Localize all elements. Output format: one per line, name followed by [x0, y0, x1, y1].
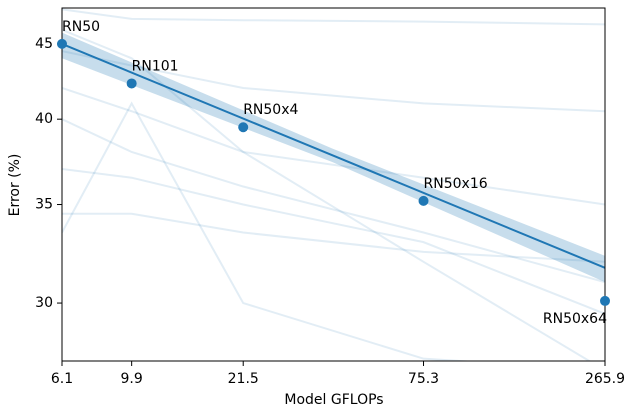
fit-line — [62, 42, 605, 269]
x-tick-label: 6.1 — [51, 371, 73, 387]
background-line — [62, 28, 592, 361]
point — [238, 122, 249, 133]
point — [600, 295, 610, 306]
x-tick-label: 21.5 — [228, 371, 259, 387]
point — [418, 195, 429, 206]
plot-frame — [61, 7, 606, 362]
confidence-band — [62, 32, 605, 283]
point-label: RN101 — [132, 58, 179, 74]
point-label: RN50x4 — [243, 102, 298, 118]
y-tick-label: 40 — [35, 111, 53, 127]
y-axis-label: Error (%) — [7, 154, 23, 217]
x-tick-label: 265.9 — [585, 371, 625, 387]
plot-area — [62, 8, 605, 361]
background-line — [62, 8, 605, 26]
point-label: RN50 — [62, 19, 100, 35]
x-tick-label: 75.3 — [408, 371, 439, 387]
background-line — [62, 87, 605, 206]
y-tick-label: 45 — [35, 36, 53, 52]
x-tick-label: 9.9 — [121, 371, 143, 387]
background-line — [62, 101, 476, 361]
y-tick-label: 30 — [35, 295, 53, 311]
background-line — [62, 50, 605, 113]
background-line — [62, 168, 605, 315]
point — [57, 38, 67, 49]
x-axis-label: Model GFLOPs — [284, 392, 383, 408]
background-line — [62, 212, 605, 263]
background-line — [62, 118, 605, 284]
y-tick-label: 35 — [35, 197, 53, 213]
point-label: RN50x16 — [424, 176, 488, 192]
point-label: RN50x64 — [543, 311, 607, 327]
point — [126, 78, 137, 89]
